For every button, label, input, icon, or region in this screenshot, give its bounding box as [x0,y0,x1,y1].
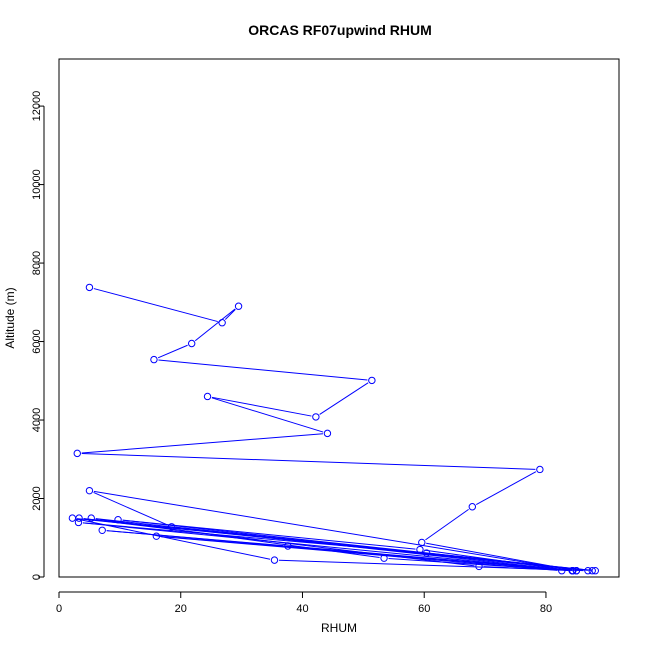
data-point [368,376,376,385]
data-point [422,549,431,557]
data-point [73,449,81,458]
data-point [218,319,226,327]
series-segment [93,490,573,571]
series-segment [122,519,416,550]
series-segment [106,530,284,547]
data-point [536,465,544,474]
data-point [114,516,122,524]
y-tick-label: 0 [31,574,43,580]
data-point [591,567,599,575]
data-point [588,567,596,575]
series-segment [424,549,568,571]
data-point [380,554,388,562]
data-point [98,526,106,535]
plot-frame [58,58,620,578]
x-tick-label: 40 [296,603,308,615]
series-segment [158,359,368,381]
chart-title: ORCAS RF07upwind RHUM [248,22,432,38]
x-tick-label: 0 [56,603,62,615]
x-axis: 0 20 40 60 80 [56,591,552,615]
data-point [568,567,576,575]
series-segment [82,522,423,554]
y-axis-label: Altitude (m) [3,287,17,348]
y-tick-label: 8000 [31,251,43,275]
series-segment [81,433,323,454]
data-point [187,339,196,348]
data-point [323,429,332,438]
series-segment [425,508,469,541]
x-tick-label: 20 [175,603,187,615]
series-segment [211,397,324,433]
data-point [558,567,566,575]
data-point [234,302,243,310]
data-point [475,562,483,571]
data-point [418,538,426,547]
data-point [150,355,158,364]
series-segment [211,396,312,417]
data-point [152,532,161,540]
y-tick-label: 10000 [31,169,43,200]
series-segment [157,344,188,359]
data-point [87,514,95,522]
series-segment [476,471,537,506]
x-tick-label: 60 [418,603,430,615]
data-point [167,523,176,531]
data-point [584,567,592,575]
data-point [284,542,292,550]
data-point [270,556,279,564]
series-segment [160,536,558,571]
x-tick-label: 80 [540,603,552,615]
series-segment [224,309,236,320]
data-point [416,545,424,554]
data-point [74,518,83,527]
x-axis-label: RHUM [321,621,357,635]
series-segment [194,308,236,342]
y-tick-label: 6000 [31,329,43,353]
data-point [68,514,77,522]
series-segment [93,288,218,323]
data-point [85,486,94,495]
y-tick-label: 4000 [31,408,43,432]
data-point [75,514,83,522]
data-point [572,567,581,575]
data-series [68,283,599,575]
data-point [312,413,320,421]
y-tick-label: 2000 [31,486,43,510]
y-tick-label: 12000 [31,91,43,122]
series-segment [82,522,569,571]
data-point [203,392,212,401]
series-segment [81,453,536,470]
data-point [468,503,477,511]
data-point [85,283,94,292]
y-axis: 0 2000 4000 6000 8000 10000 12000 [31,91,45,580]
series-segment [93,492,168,526]
series-segment [319,382,369,415]
